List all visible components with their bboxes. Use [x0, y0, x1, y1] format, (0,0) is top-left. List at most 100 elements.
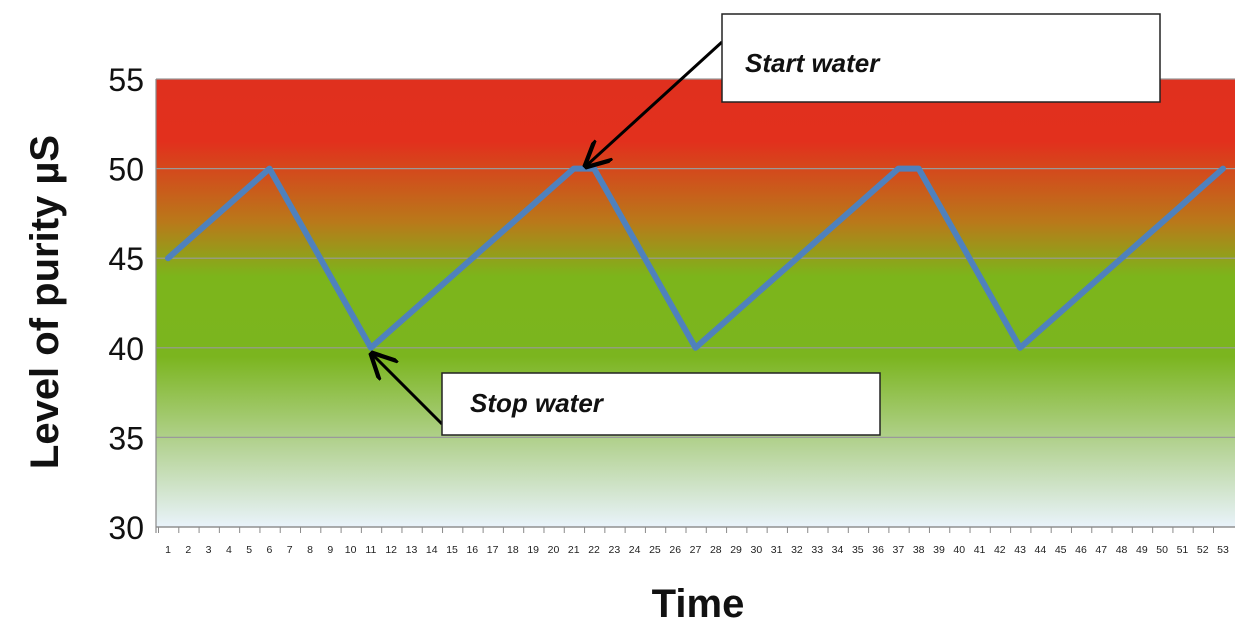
data-point [796, 257, 798, 259]
data-point [999, 311, 1001, 313]
x-tick-label-22: 22 [588, 544, 600, 556]
x-tick-label-14: 14 [426, 544, 438, 556]
x-tick-label-4: 4 [226, 544, 232, 556]
x-tick-label-35: 35 [852, 544, 864, 556]
y-tick-label-35: 35 [108, 420, 144, 456]
data-point [410, 311, 412, 313]
x-tick-labels: 1 2 3 4 5 6 7 8 9 10 11 12 13 14 15 16 17 18 19 20 21 22 23 24 2… [165, 544, 1229, 556]
x-tick-label-31: 31 [771, 544, 783, 556]
x-tick-label-1: 1 [165, 544, 171, 556]
stop-water-callout: Stop water [372, 354, 881, 436]
data-point [451, 275, 453, 277]
data-point [552, 186, 554, 188]
data-point [674, 311, 676, 313]
x-tick-label-51: 51 [1177, 544, 1189, 556]
x-tick-label-39: 39 [933, 544, 945, 556]
data-point [268, 168, 270, 170]
data-point [228, 203, 230, 205]
x-tick-label-30: 30 [751, 544, 763, 556]
x-tick-label-7: 7 [287, 544, 293, 556]
x-tick-label-13: 13 [406, 544, 418, 556]
x-tick-label-52: 52 [1197, 544, 1209, 556]
x-tick-label-28: 28 [710, 544, 722, 556]
start-water-callout: Start water [586, 13, 1161, 166]
x-tick-label-26: 26 [669, 544, 681, 556]
data-point [289, 203, 291, 205]
data-point [776, 275, 778, 277]
y-tick-label-45: 45 [108, 241, 144, 277]
x-tick-label-32: 32 [791, 544, 803, 556]
x-tick-label-20: 20 [548, 544, 560, 556]
data-point [167, 257, 169, 259]
x-tick-label-47: 47 [1095, 544, 1107, 556]
x-tick-label-38: 38 [913, 544, 925, 556]
x-tick-label-27: 27 [690, 544, 702, 556]
x-tick-label-6: 6 [267, 544, 273, 556]
series-layer [165, 165, 1226, 351]
x-tick-label-15: 15 [446, 544, 458, 556]
data-point [1121, 257, 1123, 259]
x-tick-label-48: 48 [1116, 544, 1128, 556]
data-point [350, 311, 352, 313]
y-tick-label-30: 30 [108, 510, 144, 546]
x-tick-label-29: 29 [730, 544, 742, 556]
data-point [1141, 239, 1143, 241]
x-tick-label-25: 25 [649, 544, 661, 556]
y-tick-labels: 30 35 40 45 50 55 [108, 62, 144, 546]
x-tick-label-36: 36 [872, 544, 884, 556]
data-point [431, 293, 433, 295]
data-point [1181, 203, 1183, 205]
data-point [471, 257, 473, 259]
data-point [918, 168, 920, 170]
data-point [573, 168, 575, 170]
data-point [1100, 275, 1102, 277]
data-point [370, 347, 372, 349]
data-point [877, 186, 879, 188]
data-point [938, 203, 940, 205]
y-tick-label-50: 50 [108, 152, 144, 188]
data-point [512, 221, 514, 223]
x-tick-label-43: 43 [1014, 544, 1026, 556]
data-point [208, 221, 210, 223]
data-point [329, 275, 331, 277]
x-tick-label-17: 17 [487, 544, 499, 556]
data-point [1222, 168, 1224, 170]
data-point [958, 239, 960, 241]
x-tick-label-8: 8 [307, 544, 313, 556]
data-point [390, 329, 392, 331]
data-point [715, 329, 717, 331]
data-point [1019, 347, 1021, 349]
data-point [816, 239, 818, 241]
x-tick-label-37: 37 [893, 544, 905, 556]
stop-water-label: Stop water [470, 388, 605, 418]
x-tick-label-5: 5 [246, 544, 252, 556]
x-tick-label-50: 50 [1156, 544, 1168, 556]
x-tick-label-19: 19 [527, 544, 539, 556]
data-point [1161, 221, 1163, 223]
x-tick-label-21: 21 [568, 544, 580, 556]
y-tick-label-55: 55 [108, 62, 144, 98]
data-point [1039, 329, 1041, 331]
x-tick-label-9: 9 [327, 544, 333, 556]
start-water-label: Start water [745, 48, 881, 78]
x-tick-label-33: 33 [811, 544, 823, 556]
axes [155, 79, 1235, 533]
x-tick-label-49: 49 [1136, 544, 1148, 556]
data-point [897, 168, 899, 170]
data-point [654, 275, 656, 277]
data-point [309, 239, 311, 241]
data-point [187, 239, 189, 241]
x-tick-label-34: 34 [832, 544, 844, 556]
x-tick-label-16: 16 [466, 544, 478, 556]
data-point [248, 186, 250, 188]
data-point [532, 203, 534, 205]
data-point [593, 168, 595, 170]
data-point [755, 293, 757, 295]
stop-water-arrow [372, 354, 444, 426]
x-tick-label-42: 42 [994, 544, 1006, 556]
x-axis-label: Time [652, 582, 745, 622]
x-tick-label-40: 40 [953, 544, 965, 556]
x-tick-label-44: 44 [1035, 544, 1047, 556]
data-point [1060, 311, 1062, 313]
